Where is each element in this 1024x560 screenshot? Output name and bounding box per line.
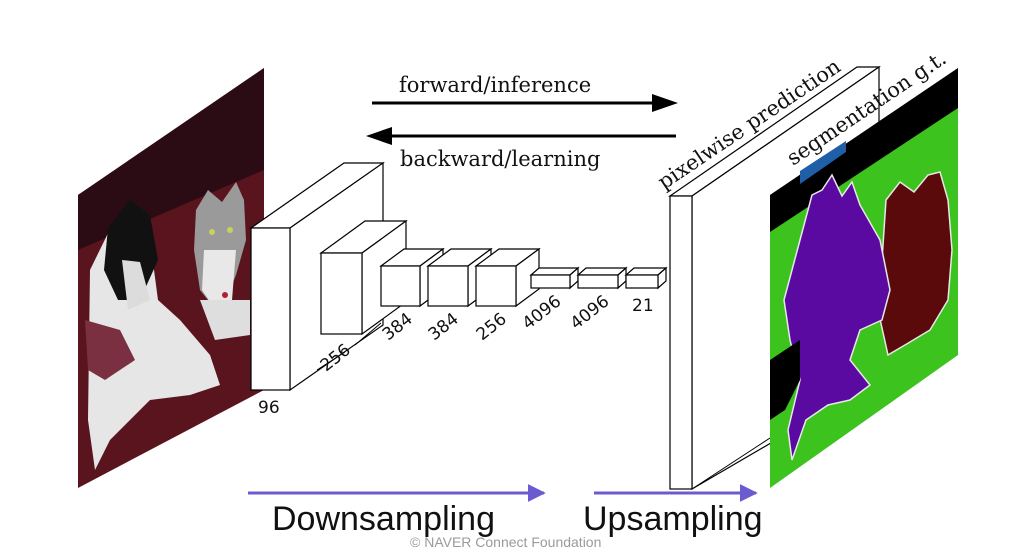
layer-label-7: 4096 <box>567 292 613 334</box>
forward-arrow <box>372 94 678 112</box>
copyright-footer: © NAVER Connect Foundation <box>410 534 601 550</box>
backward-arrow <box>366 127 676 145</box>
layer-block-8 <box>624 266 668 290</box>
layer-label-4: 384 <box>425 309 463 345</box>
layer-label-8: 21 <box>632 296 654 316</box>
layer-block-7 <box>576 266 628 290</box>
upsampling-caption: Upsampling <box>583 500 763 538</box>
layer-block-6 <box>529 266 580 290</box>
layer-label-5: 256 <box>473 309 511 345</box>
layer-label-1: 96 <box>258 398 280 418</box>
backward-label: backward/learning <box>400 147 600 171</box>
forward-label: forward/inference <box>399 73 591 97</box>
layer-block-5 <box>474 247 541 308</box>
input-image <box>78 68 264 488</box>
segmentation-gt-image <box>770 68 958 488</box>
downsampling-caption: Downsampling <box>272 500 495 538</box>
